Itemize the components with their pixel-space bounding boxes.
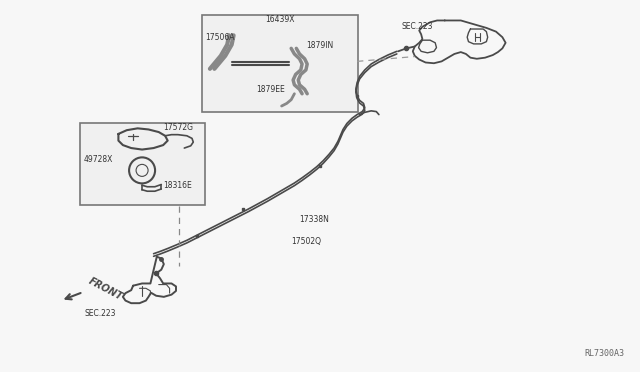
FancyBboxPatch shape (202, 15, 358, 112)
Text: 18316E: 18316E (163, 182, 192, 190)
Text: 1879EE: 1879EE (256, 85, 285, 94)
Text: 17506A: 17506A (205, 33, 234, 42)
Text: SEC.223: SEC.223 (402, 22, 433, 31)
FancyBboxPatch shape (80, 123, 205, 205)
Text: FRONT: FRONT (86, 276, 124, 302)
Text: 17572G: 17572G (163, 123, 193, 132)
Text: 1879IN: 1879IN (306, 41, 333, 50)
Text: 17502Q: 17502Q (291, 237, 321, 246)
Text: 16439X: 16439X (266, 15, 295, 24)
Text: 49728X: 49728X (83, 155, 113, 164)
Text: 17338N: 17338N (300, 215, 330, 224)
Text: RL7300A3: RL7300A3 (584, 349, 624, 358)
Text: SEC.223: SEC.223 (84, 309, 116, 318)
